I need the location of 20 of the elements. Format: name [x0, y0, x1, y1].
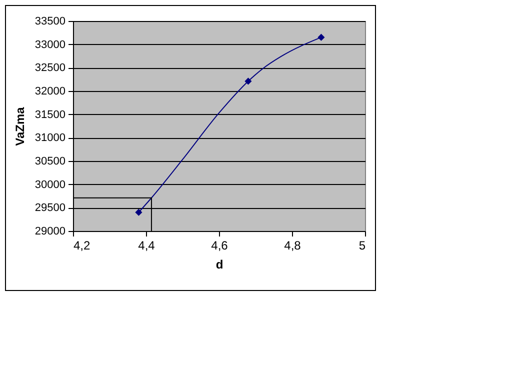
y-tick-label: 32500: [34, 62, 66, 74]
x-tick-label: 4,4: [138, 238, 156, 252]
point: [135, 208, 142, 216]
y-tick-label: 29000: [34, 226, 66, 238]
y-axis-title: VaZma: [12, 106, 27, 146]
x-tick-label: 4,6: [211, 238, 228, 252]
point: [244, 78, 252, 85]
x-tick-label: 4,2: [74, 238, 91, 252]
x-axis-title: d: [216, 258, 224, 272]
y-tick-label: 30000: [34, 178, 66, 191]
y-tick-label: 30500: [34, 156, 66, 168]
y-tick-label: 33000: [34, 38, 66, 51]
y-tick-label: 29500: [34, 202, 66, 214]
x-tick-label: 5: [358, 238, 366, 252]
x-tick-label: 4,8: [284, 238, 302, 252]
point: [318, 34, 325, 41]
y-tick-label: 31000: [34, 132, 66, 144]
y-tick-label: 33500: [34, 16, 66, 28]
y-tick-label: 31500: [34, 108, 66, 121]
y-tick-label: 32000: [34, 86, 66, 98]
